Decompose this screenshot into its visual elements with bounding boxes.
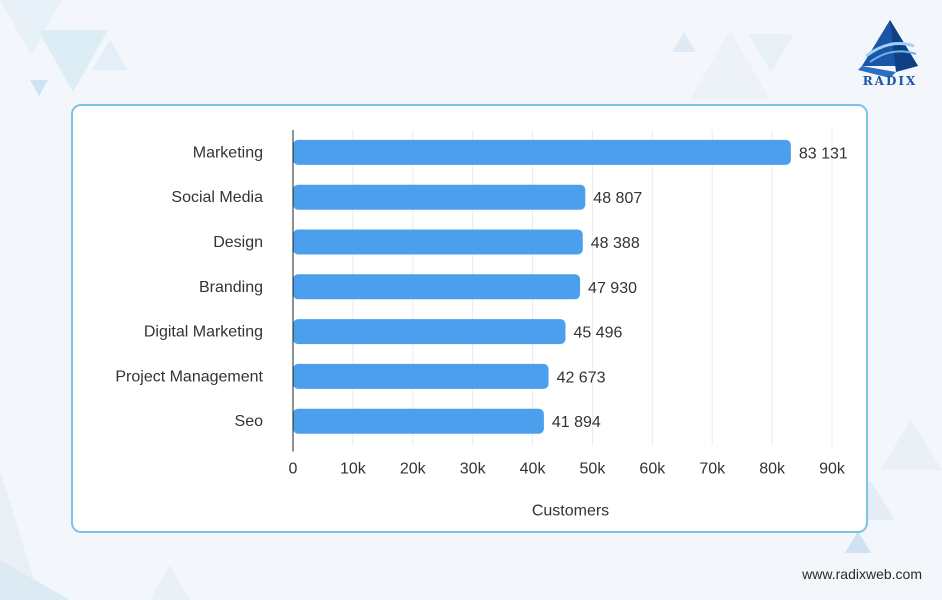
bar-6: [293, 408, 544, 434]
chart-card: Marketing 83 131 Social Media 48 807 Design 4…: [71, 104, 868, 533]
bar-0: [293, 139, 791, 165]
value-label: 83 131: [799, 145, 848, 162]
x-tick-label: 30k: [460, 461, 487, 478]
bar-3: [293, 274, 581, 300]
x-tick-label: 60k: [639, 461, 666, 478]
category-label: Design: [213, 234, 263, 251]
x-tick-label: 50k: [580, 461, 607, 478]
bar-chart: Marketing 83 131 Social Media 48 807 Design 4…: [115, 130, 848, 520]
category-label: Digital Marketing: [144, 324, 263, 341]
x-tick-label: 10k: [340, 461, 367, 478]
x-tick-label: 90k: [819, 461, 846, 478]
value-label: 42 673: [557, 369, 606, 386]
bar-5: [293, 363, 549, 389]
x-tick-label: 80k: [759, 461, 786, 478]
category-label: Branding: [199, 279, 263, 296]
x-axis-title: Customers: [532, 503, 609, 520]
value-label: 41 894: [552, 414, 601, 431]
radix-logo-icon: [858, 20, 918, 78]
category-label: Marketing: [193, 144, 263, 161]
x-tick-label: 20k: [400, 461, 427, 478]
x-tick-label: 0: [289, 461, 298, 478]
value-label: 48 807: [593, 190, 642, 207]
category-label: Social Media: [171, 189, 263, 206]
value-label: 45 496: [573, 325, 622, 342]
value-label: 47 930: [588, 280, 637, 297]
bar-2: [293, 229, 583, 255]
website-url: www.radixweb.com: [802, 566, 922, 582]
bar-1: [293, 184, 586, 210]
category-label: Project Management: [115, 368, 263, 385]
value-label: 48 388: [591, 235, 640, 252]
x-tick-label: 40k: [520, 461, 547, 478]
x-tick-label: 70k: [699, 461, 726, 478]
bar-4: [293, 319, 566, 345]
brand-name: RADIX: [862, 74, 918, 88]
category-label: Seo: [235, 413, 264, 430]
